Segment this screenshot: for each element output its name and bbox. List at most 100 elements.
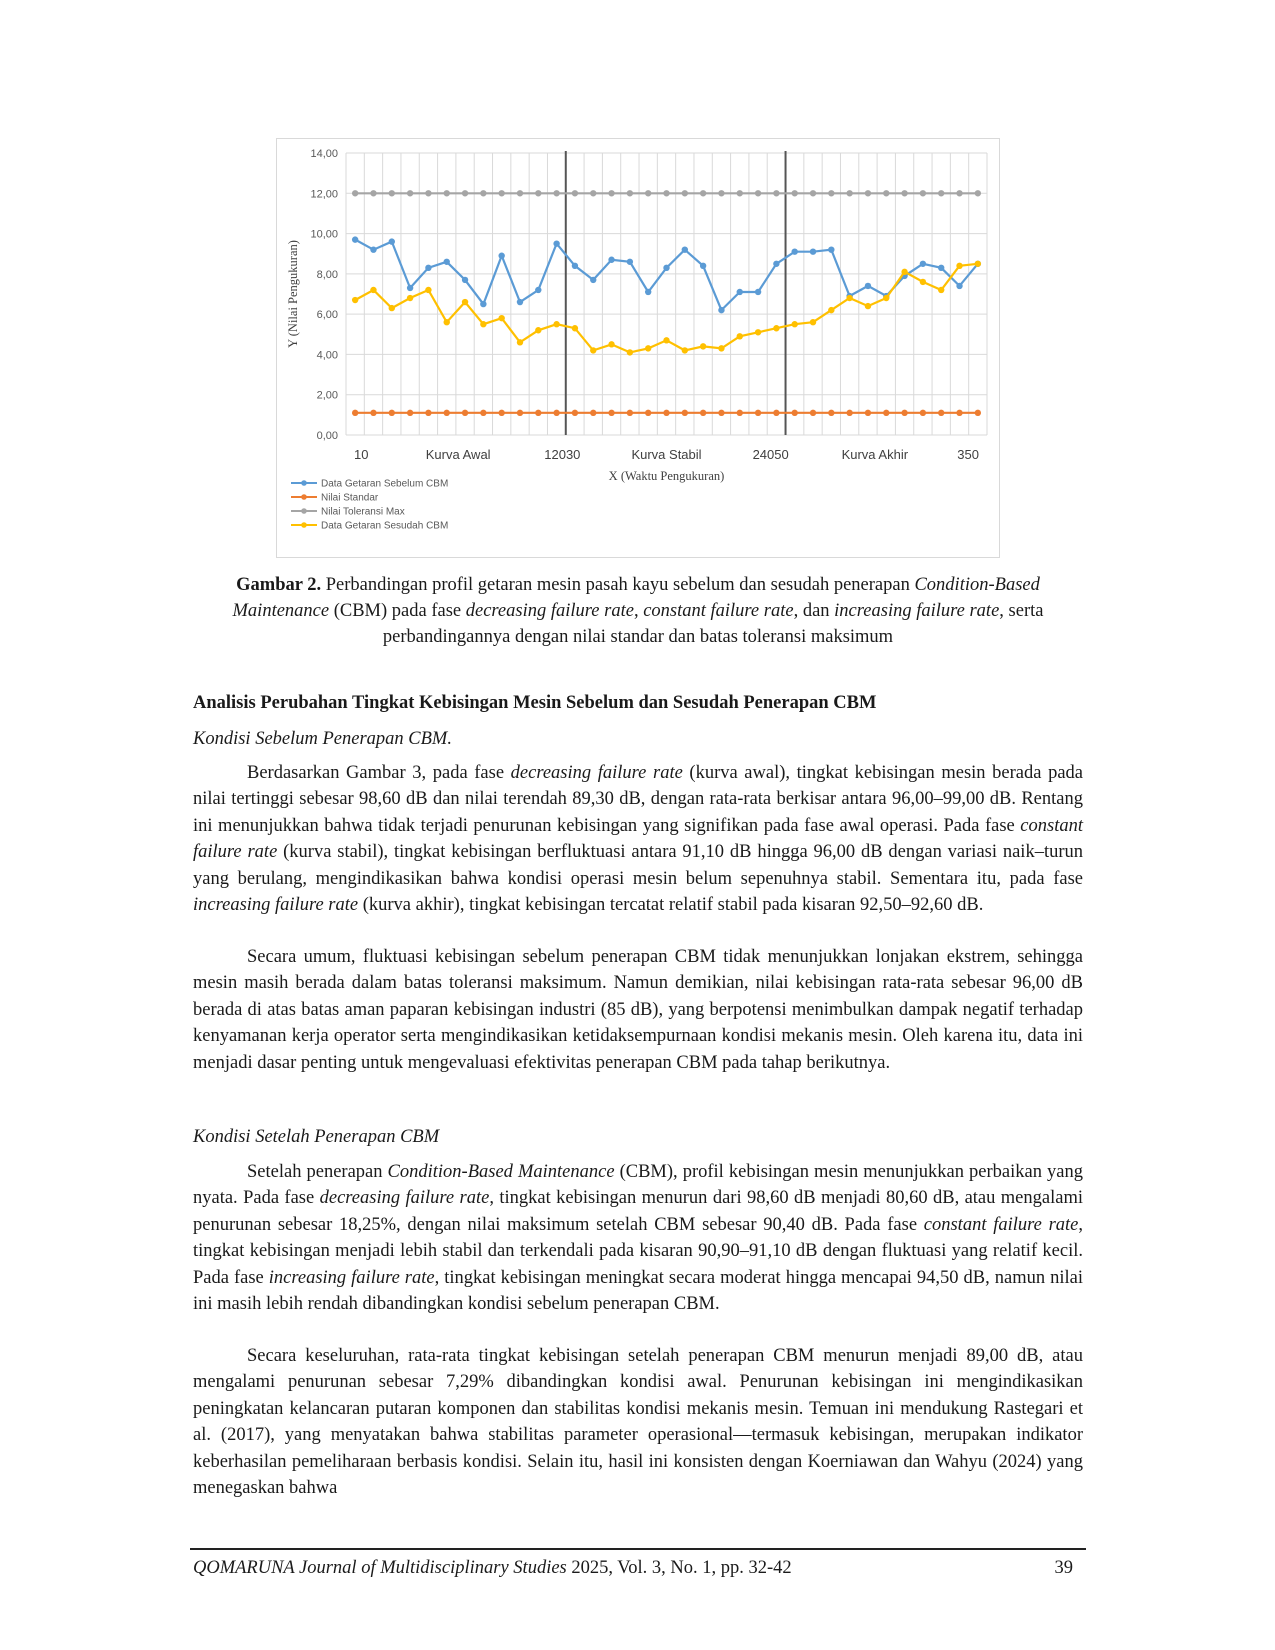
data-point (699, 262, 707, 269)
data-point (443, 190, 450, 197)
data-point (681, 246, 689, 253)
data-point (461, 276, 469, 284)
legend-swatch-marker (301, 522, 307, 528)
data-point (736, 409, 743, 417)
data-point (846, 190, 853, 197)
y-tick-label: 8,00 (317, 269, 338, 281)
x-category-label: 10 (354, 447, 368, 462)
data-point (516, 298, 524, 306)
data-point (809, 190, 817, 197)
data-point (864, 282, 872, 290)
data-point (535, 286, 542, 294)
paragraph-4: Secara keseluruhan, rata-rata tingkat ke… (193, 1346, 1083, 1499)
data-point (846, 409, 853, 417)
data-point (498, 409, 505, 417)
data-point (681, 409, 689, 417)
data-point (406, 409, 414, 417)
data-point (864, 409, 872, 417)
data-point (498, 314, 505, 322)
data-point (480, 300, 487, 308)
data-point (590, 409, 597, 417)
paragraph-3: Setelah penerapan Condition-Based Mainte… (193, 1159, 1083, 1317)
x-category-label: 350 (957, 447, 979, 462)
data-point (828, 409, 835, 417)
text: Berdasarkan Gambar 3, pada fase (247, 763, 511, 783)
data-point (535, 409, 542, 417)
data-point (443, 319, 450, 326)
x-category-label: 24050 (753, 447, 789, 462)
caption-label: Gambar 2. (236, 575, 322, 595)
data-point (425, 409, 432, 417)
data-point (608, 256, 615, 263)
caption-text: , (633, 601, 644, 621)
data-point (919, 278, 927, 286)
data-point (370, 286, 377, 294)
data-point (498, 252, 505, 259)
data-point (571, 190, 579, 197)
text: (kurva akhir), tingkat kebisingan tercat… (358, 895, 984, 916)
data-point (736, 288, 743, 296)
data-point (571, 409, 579, 417)
x-category-label: Kurva Awal (426, 447, 491, 462)
data-point (846, 294, 853, 302)
journal-info: 2025, Vol. 3, No. 1, pp. 32-42 (566, 1558, 792, 1578)
caption-italic: constant failure rate (643, 601, 794, 621)
legend-swatch-marker (301, 508, 307, 514)
text: (kurva stabil), tingkat kebisingan berfl… (193, 842, 1083, 889)
data-point (901, 409, 908, 417)
data-point (351, 409, 359, 417)
data-point (644, 288, 652, 296)
figure-caption: Gambar 2. Perbandingan profil getaran me… (190, 572, 1086, 650)
y-tick-label: 6,00 (317, 309, 338, 321)
data-point (919, 409, 927, 417)
italic-text: increasing failure rate (268, 1267, 435, 1288)
legend-label: Nilai Standar (321, 493, 379, 504)
caption-italic: decreasing failure rate (465, 601, 634, 621)
footer-rule (190, 1548, 1086, 1550)
data-point (791, 321, 798, 328)
italic-text: constant failure rate (923, 1214, 1079, 1235)
data-point (461, 298, 469, 306)
page-number: 39 (1054, 1558, 1074, 1578)
data-point (351, 190, 359, 197)
data-point (553, 240, 560, 247)
data-point (754, 409, 762, 417)
data-point (938, 264, 945, 272)
legend-label: Nilai Toleransi Max (321, 507, 405, 518)
data-point (351, 296, 359, 304)
data-point (809, 409, 817, 417)
italic-text: decreasing failure rate (510, 763, 683, 783)
data-point (938, 409, 945, 417)
y-tick-label: 12,00 (310, 188, 338, 200)
data-point (956, 190, 963, 197)
data-point (644, 190, 652, 197)
data-point (883, 409, 890, 417)
caption-italic: Condition-Based Maintenance (232, 575, 1040, 621)
data-point (370, 190, 377, 197)
data-point (828, 190, 835, 197)
data-point (498, 190, 505, 197)
italic-text: Condition-Based Maintenance (387, 1162, 615, 1182)
data-point (699, 409, 707, 417)
data-point (773, 325, 780, 332)
text: , tingkat kebisingan menjadi lebih stabi… (193, 1214, 1083, 1288)
data-point (809, 248, 817, 255)
y-tick-label: 2,00 (317, 390, 338, 402)
data-point (461, 409, 469, 417)
italic-text: increasing failure rate (193, 895, 359, 916)
data-point (644, 409, 652, 417)
legend-label: Data Getaran Sesudah CBM (321, 521, 448, 532)
data-point (626, 409, 634, 417)
text: (kurva awal), tingkat kebisingan mesin b… (193, 763, 1083, 836)
legend-swatch-marker (301, 494, 307, 500)
x-axis-title: X (Waktu Pengukuran) (609, 469, 725, 483)
data-point (590, 190, 597, 197)
legend-label: Data Getaran Sebelum CBM (321, 479, 448, 490)
data-point (754, 288, 762, 296)
caption-text: , serta perbandingannya dengan nilai sta… (382, 601, 1044, 647)
data-point (425, 190, 432, 197)
data-point (516, 409, 524, 417)
data-point (663, 264, 670, 272)
data-point (370, 409, 377, 417)
paragraph-1: Berdasarkan Gambar 3, pada fase decreasi… (193, 760, 1083, 918)
